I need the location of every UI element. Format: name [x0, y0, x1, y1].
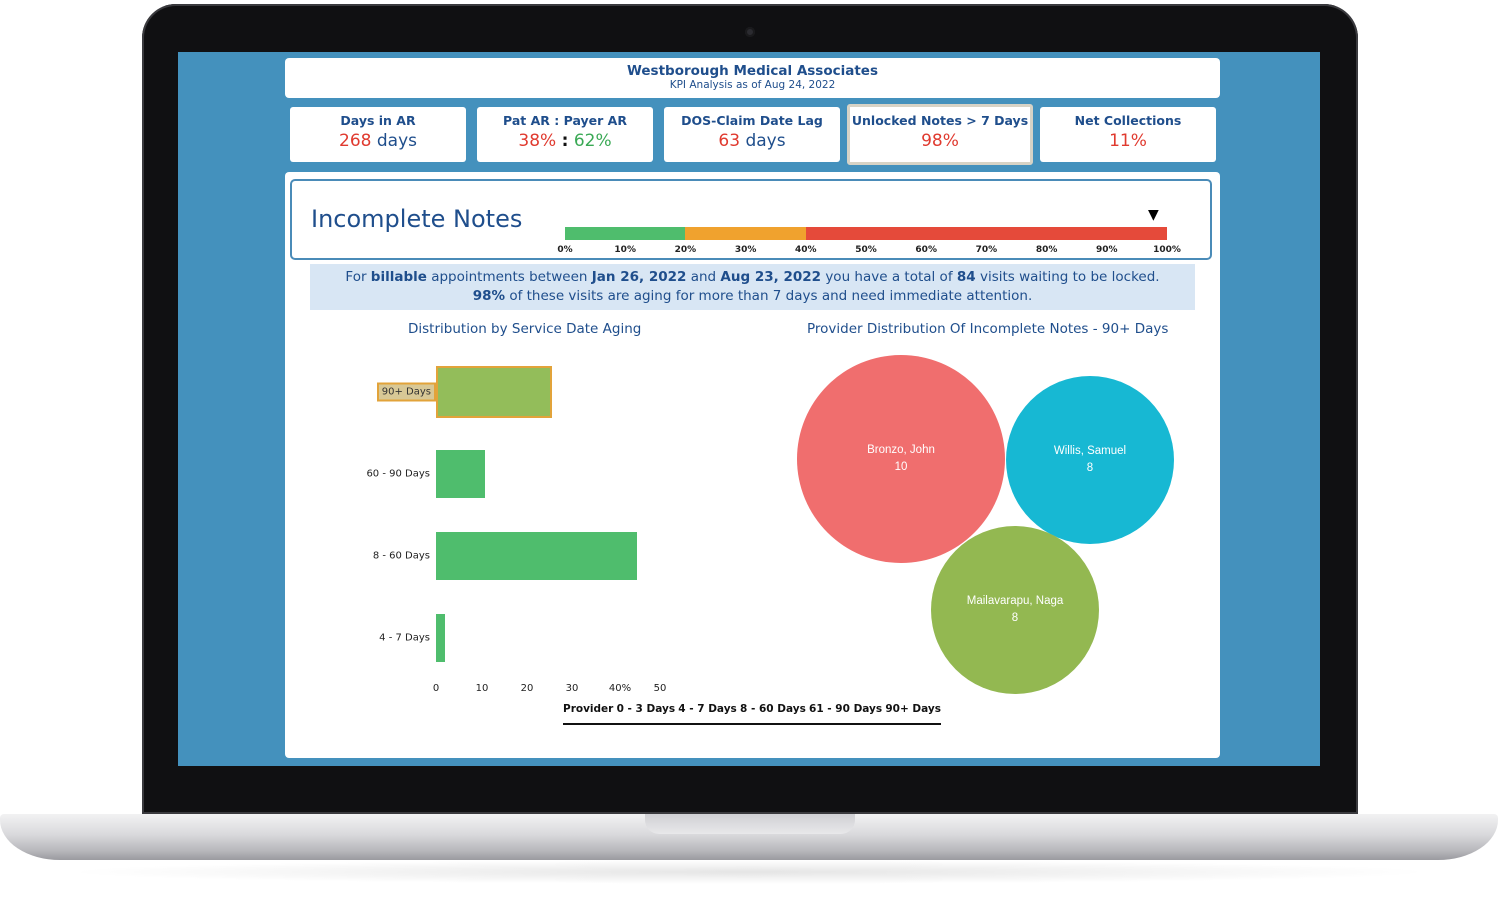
- x-tick-label: 20: [520, 683, 534, 694]
- gauge-tick-label: 60%: [915, 245, 937, 255]
- kpi-label: Pat AR : Payer AR: [503, 113, 627, 128]
- gauge-segment: [565, 227, 686, 240]
- laptop-shadow: [60, 860, 1438, 884]
- legend-item[interactable]: 61 - 90 Days: [809, 703, 883, 715]
- bar-4-7-days[interactable]: [436, 614, 445, 662]
- bubble-provider-name: Mailavarapu, Naga: [966, 595, 1064, 607]
- incomplete-notes-header: Incomplete Notes ▼ 0% 10% 20% 30% 40% 50% 60% 7…: [290, 179, 1212, 260]
- gauge-tick-label: 10%: [614, 245, 636, 255]
- gauge-tick-label: 0%: [557, 245, 573, 255]
- gauge-segment: [685, 227, 806, 240]
- gauge-tick-label: 30%: [734, 245, 757, 255]
- kpi-card-dos-claim-lag[interactable]: DOS-Claim Date Lag 63 days: [664, 107, 840, 162]
- progress-gauge: [565, 227, 1167, 240]
- report-subtitle: KPI Analysis as of Aug 24, 2022: [669, 79, 836, 91]
- legend-item[interactable]: 8 - 60 Days: [740, 703, 806, 715]
- gauge-tick-label: 100%: [1153, 245, 1181, 255]
- bubble-value: 8: [1086, 462, 1094, 474]
- gauge-tick-label: 80%: [1035, 245, 1058, 255]
- kpi-card-pat-payer-ar[interactable]: Pat AR : Payer AR 38% : 62%: [477, 107, 653, 162]
- kpi-unit: days: [376, 131, 417, 151]
- kpi-value: 98%: [921, 131, 959, 151]
- laptop-hinge-notch: [645, 814, 855, 834]
- legend-item[interactable]: 90+ Days: [885, 703, 941, 715]
- bubble-value: 10: [894, 461, 908, 473]
- kpi-label: Days in AR: [340, 113, 416, 128]
- gauge-tick-label: 20%: [674, 245, 697, 255]
- provider-bubble[interactable]: Bronzo, John 10: [797, 355, 1005, 563]
- bar-8-60-days[interactable]: [436, 532, 638, 580]
- dashboard-screen: Westborough Medical Associates KPI Analy…: [178, 52, 1320, 766]
- bubble-chart-title: Provider Distribution Of Incomplete Note…: [807, 321, 1169, 337]
- bar-category-label: 60 - 90 Days: [366, 468, 430, 480]
- kpi-separator: :: [561, 131, 569, 151]
- bar-60-90-days[interactable]: [436, 450, 486, 498]
- summary-line-2: 98% of these visits are aging for more t…: [472, 288, 1033, 304]
- x-tick-label: 40%: [608, 683, 632, 694]
- gauge-tick-label: 50%: [855, 245, 877, 255]
- legend-item[interactable]: 4 - 7 Days: [678, 703, 737, 715]
- x-tick-label: 10: [475, 683, 489, 694]
- x-tick-label: 0: [432, 683, 440, 694]
- provider-bubble[interactable]: Willis, Samuel 8: [1006, 376, 1174, 544]
- kpi-value-patient: 38%: [518, 131, 557, 151]
- webcam-icon: [745, 27, 755, 37]
- kpi-card-net-collections[interactable]: Net Collections 11%: [1040, 107, 1216, 162]
- kpi-label: Net Collections: [1074, 113, 1182, 128]
- kpi-value-payer: 62%: [573, 131, 612, 151]
- bubble-provider-name: Bronzo, John: [867, 444, 935, 456]
- bubble-value: 8: [1011, 612, 1019, 624]
- gauge-tick-label: 70%: [975, 245, 998, 255]
- kpi-label: Unlocked Notes > 7 Days: [851, 113, 1029, 128]
- aging-chart-title: Distribution by Service Date Aging: [408, 321, 642, 337]
- kpi-card-unlocked-notes[interactable]: Unlocked Notes > 7 Days 98%: [847, 104, 1033, 165]
- kpi-value: 268: [339, 131, 372, 151]
- summary-message: For billable appointments between Jan 26…: [310, 264, 1195, 310]
- gauge-marker-icon: ▼: [1147, 207, 1159, 223]
- kpi-value: 63: [718, 131, 741, 151]
- bar-category-label: 8 - 60 Days: [372, 550, 430, 562]
- section-title: Incomplete Notes: [311, 205, 523, 233]
- aging-legend: Provider 0 - 3 Days 4 - 7 Days 8 - 60 Days 6…: [563, 703, 941, 725]
- provider-bubble[interactable]: Mailavarapu, Naga 8: [931, 526, 1099, 694]
- bar-90-days[interactable]: [436, 366, 553, 418]
- legend-item[interactable]: 0 - 3 Days: [616, 703, 676, 715]
- kpi-label: DOS-Claim Date Lag: [681, 113, 823, 128]
- company-name: Westborough Medical Associates: [626, 63, 878, 79]
- summary-line-1: For billable appointments between Jan 26…: [345, 269, 1160, 285]
- gauge-tick-label: 40%: [795, 245, 817, 255]
- bar-category-label: 4 - 7 Days: [379, 632, 430, 644]
- gauge-tick-label: 90%: [1096, 245, 1118, 255]
- header-card: Westborough Medical Associates KPI Analy…: [285, 58, 1220, 98]
- bar-category-label: 90+ Days: [376, 382, 436, 402]
- x-tick-label: 30: [565, 683, 579, 694]
- kpi-unit: days: [745, 131, 786, 151]
- kpi-card-days-in-ar[interactable]: Days in AR 268 days: [290, 107, 466, 162]
- gauge-segment: [805, 227, 1167, 240]
- x-tick-label: 50: [653, 683, 667, 694]
- kpi-value: 11%: [1109, 131, 1147, 151]
- bubble-provider-name: Willis, Samuel: [1053, 445, 1127, 457]
- legend-item[interactable]: Provider: [563, 703, 614, 715]
